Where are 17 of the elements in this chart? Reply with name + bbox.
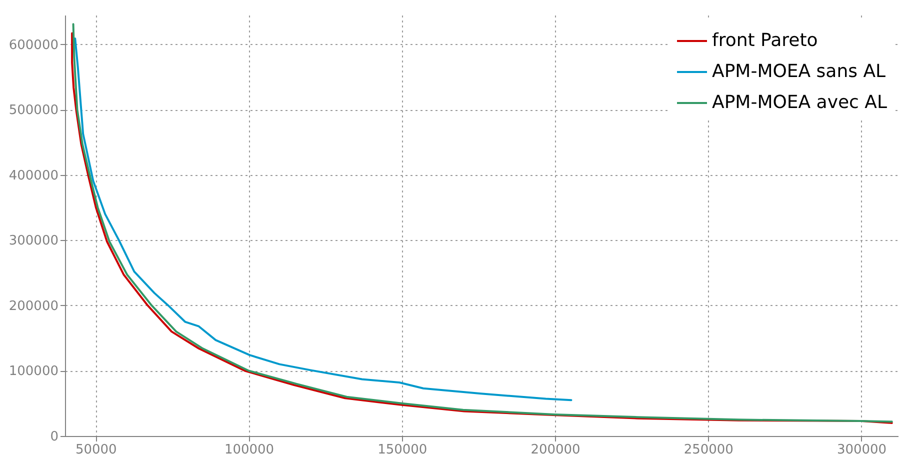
x-tick-label: 250000	[684, 442, 734, 458]
x-tick-label: 300000	[836, 442, 887, 458]
y-tick-label: 100000	[8, 364, 58, 380]
y-tick-label: 0	[50, 430, 58, 444]
legend-label: front Pareto	[712, 30, 818, 51]
line-series	[74, 38, 572, 402]
y-tick-label: 200000	[8, 298, 58, 314]
x-tick-label: 150000	[378, 442, 428, 458]
y-tick-label: 600000	[8, 38, 58, 53]
x-tick-label: 50000	[75, 442, 117, 458]
x-tick-label: 100000	[224, 442, 274, 458]
legend-label: APM-MOEA sans AL	[712, 61, 886, 82]
y-tick-label: 500000	[8, 103, 58, 118]
x-tick-label: 200000	[530, 442, 580, 458]
y-tick-label: 400000	[8, 168, 58, 184]
y-tick-label: 300000	[8, 234, 58, 249]
legend-label: APM-MOEA avec AL	[712, 92, 888, 113]
